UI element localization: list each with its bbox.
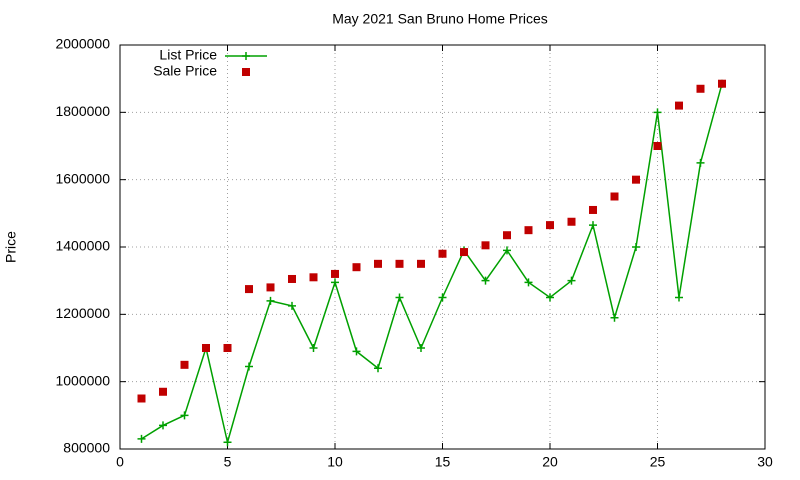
legend-marker: [242, 52, 250, 60]
point: [675, 101, 683, 110]
x-tick-label: 25: [650, 454, 666, 470]
point: [524, 226, 533, 235]
point: [696, 158, 705, 167]
legend-label: List Price: [159, 47, 217, 63]
point: [503, 231, 511, 240]
y-tick-label: 1800000: [55, 103, 110, 119]
point: [309, 344, 318, 352]
point: [352, 263, 361, 272]
point: [610, 192, 619, 201]
point: [245, 362, 253, 371]
point: [696, 84, 705, 93]
point: [481, 241, 490, 250]
y-tick-label: 800000: [63, 440, 110, 456]
point: [288, 274, 296, 283]
point: [589, 205, 597, 214]
point: [460, 248, 468, 257]
point: [438, 249, 447, 258]
point: [567, 276, 576, 285]
point: [653, 142, 662, 150]
point: [331, 269, 339, 278]
legend-marker: [242, 68, 250, 76]
y-tick-label: 1600000: [55, 170, 110, 186]
y-axis-label: Price: [3, 231, 19, 263]
point: [159, 387, 167, 396]
point: [567, 217, 576, 226]
x-tick-label: 10: [327, 454, 343, 470]
point: [159, 421, 167, 430]
point: [546, 293, 554, 302]
point: [180, 360, 189, 369]
point: [266, 283, 275, 292]
point: [395, 259, 404, 268]
point: [202, 344, 210, 352]
point: [395, 293, 404, 302]
point: [417, 259, 425, 268]
x-tick-label: 20: [542, 454, 558, 470]
point: [589, 221, 597, 230]
point: [524, 278, 533, 287]
point: [481, 276, 490, 285]
point: [438, 293, 447, 302]
point: [266, 296, 275, 305]
y-tick-label: 1400000: [55, 238, 110, 254]
point: [245, 285, 253, 294]
point: [223, 438, 232, 447]
y-tick-label: 1000000: [55, 372, 110, 388]
plot-frame: [119, 44, 766, 450]
point: [610, 313, 619, 322]
point: [137, 394, 146, 403]
legend-label: Sale Price: [153, 63, 217, 79]
x-tick-label: 0: [116, 454, 124, 470]
point: [503, 246, 511, 255]
x-tick-label: 5: [224, 454, 232, 470]
point: [632, 175, 640, 184]
x-tick-label: 15: [435, 454, 451, 470]
point: [653, 108, 662, 117]
point: [675, 293, 683, 302]
point: [288, 301, 296, 310]
point: [137, 434, 146, 443]
y-tick-label: 1200000: [55, 305, 110, 321]
point: [331, 278, 339, 287]
x-tick-label: 30: [757, 454, 773, 470]
point: [718, 79, 726, 88]
point: [546, 221, 554, 230]
point: [417, 344, 425, 352]
point: [374, 364, 382, 373]
y-tick-label: 2000000: [55, 36, 110, 52]
point: [309, 273, 318, 282]
point: [352, 347, 361, 356]
point: [374, 259, 382, 268]
point: [223, 344, 232, 352]
point: [632, 243, 640, 251]
chart-title: May 2021 San Bruno Home Prices: [332, 11, 548, 27]
point: [180, 411, 189, 420]
series-line: [141, 83, 723, 443]
